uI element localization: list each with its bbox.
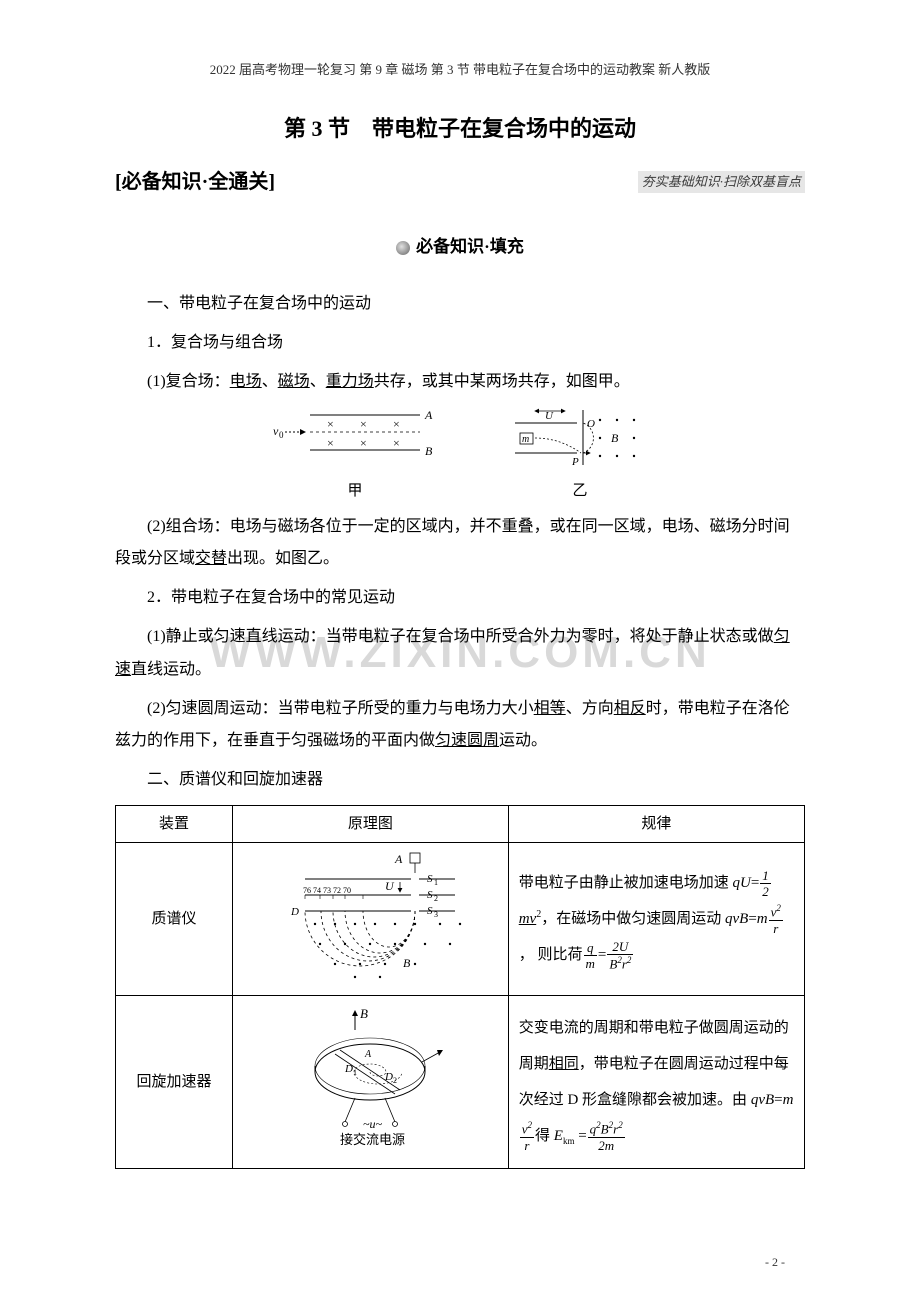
svg-text:B: B — [611, 431, 619, 445]
svg-text:×: × — [393, 436, 400, 450]
svg-text:1: 1 — [353, 1068, 357, 1077]
diagram-yi-svg: U m O P B — [505, 405, 655, 475]
underline: 相等 — [534, 700, 566, 717]
th-rule: 规律 — [508, 805, 804, 842]
diagram-caption-yi: 乙 — [505, 479, 655, 503]
bullet-icon — [396, 241, 410, 255]
underline: 重力场 — [326, 373, 374, 390]
cell-diagram-1: A U S1 S2 S3 — [233, 842, 509, 995]
table-row: 质谱仪 A — [116, 842, 805, 995]
text: 、 — [310, 373, 326, 390]
svg-text:2: 2 — [434, 894, 438, 903]
page-content: 2022 届高考物理一轮复习 第 9 章 磁场 第 3 节 带电粒子在复合场中的… — [115, 60, 805, 1169]
para-2: (1)复合场：电场、磁场、重力场共存，或其中某两场共存，如图甲。 — [115, 366, 805, 399]
diagram-yi: U m O P B — [505, 405, 655, 503]
svg-text:A: A — [424, 408, 433, 422]
svg-text:S: S — [427, 889, 433, 901]
para-5: (1)静止或匀速直线运动：当带电粒子在复合场中所受合外力为零时，将处于静止状态或… — [115, 621, 805, 687]
cell-device-1: 质谱仪 — [116, 842, 233, 995]
svg-text:×: × — [360, 436, 367, 450]
table-header-row: 装置 原理图 规律 — [116, 805, 805, 842]
svg-text:D: D — [384, 1071, 393, 1083]
th-device: 装置 — [116, 805, 233, 842]
text: 则比荷 — [537, 947, 582, 963]
para-4: 2．带电粒子在复合场中的常见运动 — [115, 582, 805, 615]
svg-text:1: 1 — [434, 878, 438, 887]
underline: 交替 — [195, 550, 227, 567]
diagram-jia-svg: v0 A B ××× ××× — [265, 405, 445, 475]
text: 运动。 — [499, 732, 547, 749]
diagram-jia: v0 A B ××× ××× 甲 — [265, 405, 445, 503]
svg-text:S: S — [427, 873, 433, 885]
chapter-title: 第 3 节 带电粒子在复合场中的运动 — [115, 111, 805, 146]
svg-text:0: 0 — [279, 430, 284, 440]
text: (1)静止或匀速直线运动：当带电粒子在复合场中所受合外力为零时，将处于静止状态或… — [147, 628, 774, 645]
para-1: 1．复合场与组合场 — [115, 327, 805, 360]
svg-text:P: P — [571, 456, 579, 468]
th-diagram: 原理图 — [233, 805, 509, 842]
text: 共存，或其中某两场共存，如图甲。 — [374, 373, 630, 390]
svg-text:S: S — [427, 905, 433, 917]
svg-text:U: U — [385, 879, 395, 893]
heading-1: 一、带电粒子在复合场中的运动 — [115, 288, 805, 321]
body-text: 一、带电粒子在复合场中的运动 1．复合场与组合场 (1)复合场：电场、磁场、重力… — [115, 288, 805, 797]
cell-device-2: 回旋加速器 — [116, 995, 233, 1168]
heading-2: 二、质谱仪和回旋加速器 — [115, 764, 805, 797]
svg-text:U: U — [545, 410, 554, 422]
table-row: 回旋加速器 B D1 — [116, 995, 805, 1168]
underline: 磁场 — [278, 373, 310, 390]
sub-title: 必备知识·填充 — [115, 233, 805, 260]
device-table: 装置 原理图 规律 质谱仪 A — [115, 805, 805, 1169]
svg-text:~u~: ~u~ — [363, 1117, 382, 1131]
page-number: - 2 - — [765, 1253, 785, 1272]
section-bar-right: 夯实基础知识·扫除双基盲点 — [638, 171, 805, 194]
text: 直线运动。 — [131, 661, 211, 678]
svg-text:A: A — [364, 1049, 372, 1060]
svg-text:O: O — [587, 418, 595, 430]
sub-title-text: 必备知识·填充 — [416, 237, 524, 256]
text: (1)复合场： — [147, 373, 230, 390]
cyclotron-svg: B D1 D2 A — [285, 1002, 455, 1162]
svg-text:D: D — [290, 906, 299, 918]
diagram-caption-jia: 甲 — [265, 479, 445, 503]
text: 在磁场中做匀速圆周运动 — [556, 911, 721, 927]
svg-text:D: D — [344, 1063, 353, 1075]
underline: 相反 — [614, 700, 646, 717]
svg-text:B: B — [360, 1006, 368, 1021]
svg-text:B: B — [403, 956, 411, 970]
cell-rule-1: 带电粒子由静止被加速电场加速 qU=12mv2，在磁场中做匀速圆周运动 qvB=… — [508, 842, 804, 995]
mass-spectrometer-svg: A U S1 S2 S3 — [255, 849, 485, 989]
svg-text:m: m — [522, 434, 529, 445]
section-bar-left: [必备知识·全通关] — [115, 166, 275, 198]
svg-text:×: × — [360, 417, 367, 431]
svg-text:×: × — [393, 417, 400, 431]
ac-source-label: 接交流电源 — [340, 1132, 405, 1147]
section-bar: [必备知识·全通关] 夯实基础知识·扫除双基盲点 — [115, 166, 805, 198]
cell-rule-2: 交变电流的周期和带电粒子做圆周运动的周期相同，带电粒子在圆周运动过程中每次经过 … — [508, 995, 804, 1168]
diagram-row: v0 A B ××× ××× 甲 — [115, 405, 805, 503]
svg-text:×: × — [327, 436, 334, 450]
underline: 相同 — [549, 1056, 579, 1072]
underline: 匀速圆周 — [435, 732, 499, 749]
para-6: (2)匀速圆周运动：当带电粒子所受的重力与电场力大小相等、方向相反时，带电粒子在… — [115, 693, 805, 759]
text: 、 — [262, 373, 278, 390]
svg-text:3: 3 — [434, 910, 438, 919]
svg-text:×: × — [327, 417, 334, 431]
text: 、方向 — [566, 700, 614, 717]
underline: 电场 — [230, 373, 262, 390]
svg-text:B: B — [425, 444, 433, 458]
text: 出现。如图乙。 — [227, 550, 339, 567]
svg-text:2: 2 — [393, 1076, 397, 1085]
para-3: (2)组合场：电场与磁场各位于一定的区域内，并不重叠，或在同一区域，电场、磁场分… — [115, 511, 805, 577]
page-header: 2022 届高考物理一轮复习 第 9 章 磁场 第 3 节 带电粒子在复合场中的… — [115, 60, 805, 81]
text: 带电粒子由静止被加速电场加速 — [519, 875, 729, 891]
svg-text:76 74 73 72 70: 76 74 73 72 70 — [303, 886, 351, 895]
cell-diagram-2: B D1 D2 A — [233, 995, 509, 1168]
svg-text:A: A — [394, 852, 403, 866]
text: 得 — [535, 1128, 550, 1144]
text: (2)匀速圆周运动：当带电粒子所受的重力与电场力大小 — [147, 700, 534, 717]
